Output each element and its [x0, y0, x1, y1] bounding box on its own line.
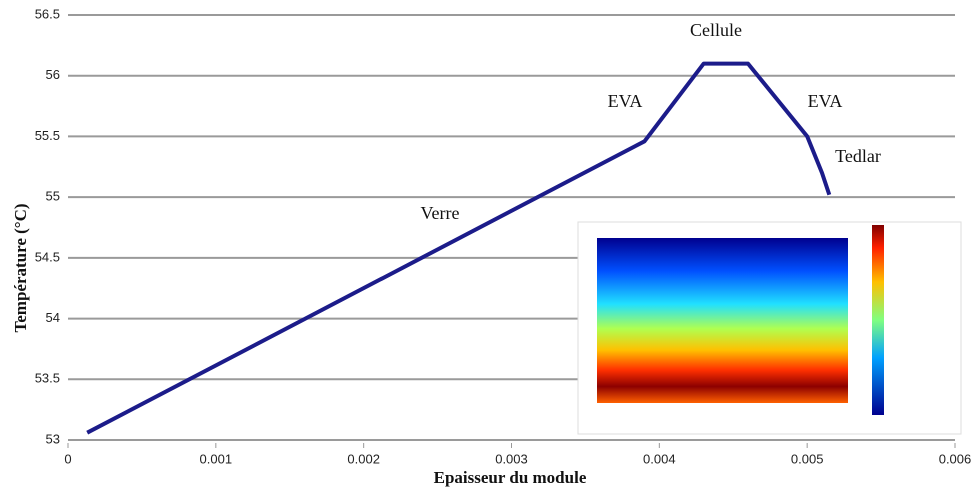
x-tick-label: 0	[64, 451, 71, 466]
y-tick-label: 55.5	[35, 128, 60, 143]
y-axis-label: Température (°C)	[11, 203, 30, 332]
y-tick-label: 54	[46, 310, 60, 325]
y-tick-label: 53.5	[35, 371, 60, 386]
x-tick-label: 0.001	[200, 451, 233, 466]
inset-heatmap	[597, 238, 848, 403]
annotation: Verre	[421, 203, 460, 223]
x-tick-label: 0.002	[347, 451, 380, 466]
y-tick-label: 56	[46, 67, 60, 82]
inset-colorbar	[872, 225, 884, 415]
inset	[577, 221, 962, 435]
y-tick-label: 53	[46, 431, 60, 446]
y-tick-label: 56.5	[35, 6, 60, 21]
x-tick-label: 0.005	[791, 451, 824, 466]
annotation: EVA	[608, 91, 643, 111]
annotation: EVA	[808, 91, 843, 111]
marks	[86, 61, 832, 435]
x-tick-label: 0.004	[643, 451, 676, 466]
annotation: Tedlar	[835, 146, 881, 166]
y-tick-label: 55	[46, 189, 60, 204]
x-tick-label: 0.003	[495, 451, 528, 466]
annotation: Cellule	[690, 20, 742, 40]
grid	[67, 14, 956, 448]
y-tick-label: 54.5	[35, 249, 60, 264]
x-axis-label: Epaisseur du module	[434, 468, 587, 487]
x-tick-label: 0.006	[939, 451, 972, 466]
data-line	[86, 61, 832, 435]
